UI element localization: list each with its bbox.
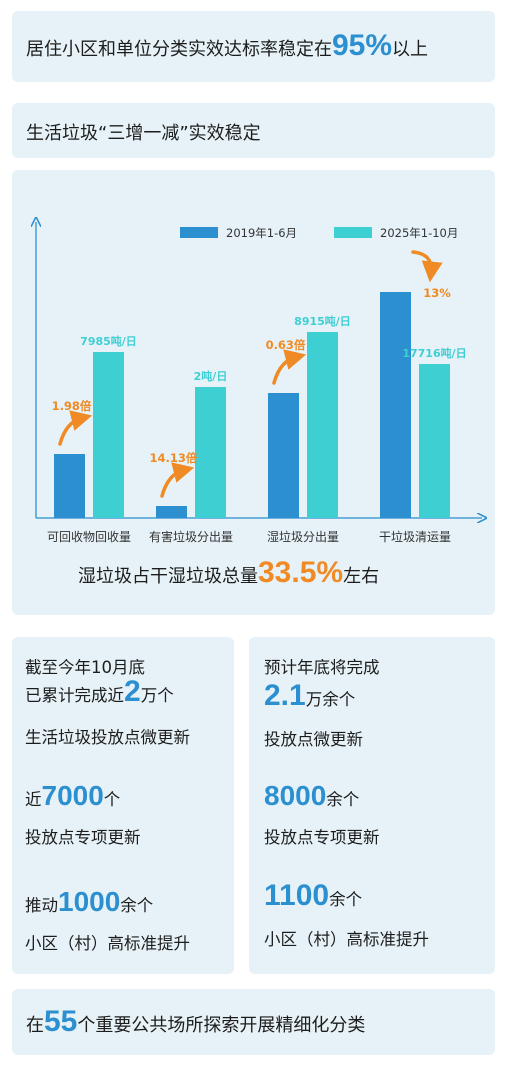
left-line4-prefix: 近	[25, 790, 42, 809]
up-arrow-icon-1	[162, 470, 184, 496]
left-line2-suffix: 万个	[141, 686, 174, 705]
category-label-0: 可回收物回收量	[47, 530, 131, 544]
summary-suffix: 左右	[343, 566, 379, 587]
down-arrow-icon-3	[413, 252, 431, 272]
left-line6: 推动1000余个	[25, 890, 153, 918]
legend: 2019年1-6月 2025年1-10月	[180, 226, 458, 240]
left-line7: 小区（村）高标准提升	[25, 932, 190, 956]
value-label-3: 17716吨/日	[402, 346, 466, 360]
bar-2019-1	[156, 506, 187, 518]
right-line2-suffix: 万余个	[306, 690, 356, 709]
legend-swatch-2019	[180, 227, 218, 238]
public-places-text: 在55个重要公共场所探索开展精细化分类	[26, 1005, 365, 1039]
bar-2025-2	[307, 332, 338, 518]
right-line4: 8000余个	[264, 784, 359, 812]
bar-2025-3	[419, 364, 450, 518]
right-line2-number: 2.1	[264, 679, 306, 712]
bar-2025-1	[195, 387, 226, 518]
up-arrow-icon-2	[274, 357, 296, 383]
value-label-0: 7985吨/日	[80, 334, 137, 348]
legend-label-2019: 2019年1-6月	[226, 226, 297, 240]
public-places-value: 55	[44, 1005, 77, 1038]
change-label-3: 13%	[423, 286, 451, 300]
chart-summary: 湿垃圾占干湿垃圾总量33.5%左右	[78, 556, 379, 590]
value-label-1: 2吨/日	[194, 369, 228, 383]
right-line3: 投放点微更新	[264, 728, 363, 752]
public-places-prefix: 在	[26, 1015, 44, 1036]
right-line6-suffix: 余个	[329, 890, 362, 909]
change-label-1: 14.13倍	[150, 451, 198, 465]
left-line6-suffix: 余个	[120, 896, 153, 915]
left-line2-prefix: 已累计完成近	[25, 686, 124, 705]
bar-2025-0	[93, 352, 124, 518]
change-label-2: 0.63倍	[266, 338, 306, 352]
left-line2-number: 2	[124, 675, 141, 708]
category-label-1: 有害垃圾分出量	[149, 529, 233, 544]
left-line2: 已累计完成近2万个	[25, 680, 174, 708]
bar-2019-0	[54, 454, 85, 518]
category-label-2: 湿垃圾分出量	[267, 529, 339, 544]
right-line1: 预计年底将完成	[264, 656, 380, 680]
category-label-3: 干垃圾清运量	[379, 529, 451, 544]
right-line6: 1100余个	[264, 884, 362, 912]
legend-swatch-2025	[334, 227, 372, 238]
right-line6-number: 1100	[264, 879, 329, 912]
left-line4-suffix: 个	[104, 790, 121, 809]
bar-2019-2	[268, 393, 299, 518]
bars	[54, 292, 450, 518]
summary-prefix: 湿垃圾占干湿垃圾总量	[78, 566, 258, 587]
left-line6-prefix: 推动	[25, 896, 58, 915]
summary-value: 33.5%	[258, 556, 343, 589]
left-line4: 近7000个	[25, 784, 120, 812]
banner-public-places: 在55个重要公共场所探索开展精细化分类	[12, 989, 495, 1055]
category-labels: 可回收物回收量 有害垃圾分出量 湿垃圾分出量 干垃圾清运量	[47, 529, 451, 544]
right-line4-suffix: 余个	[326, 790, 359, 809]
legend-label-2025: 2025年1-10月	[380, 226, 458, 240]
change-label-0: 1.98倍	[52, 399, 92, 413]
bar-2019-3	[380, 292, 411, 518]
right-line7: 小区（村）高标准提升	[264, 928, 429, 952]
public-places-suffix: 个重要公共场所探索开展精细化分类	[77, 1015, 365, 1036]
waste-bar-chart: 2019年1-6月 2025年1-10月 7985吨/日 2吨/日 8915吨/日 1…	[0, 0, 510, 620]
left-line4-number: 7000	[42, 780, 104, 811]
right-line2: 2.1万余个	[264, 684, 355, 712]
left-line3: 生活垃圾投放点微更新	[25, 726, 190, 750]
left-line6-number: 1000	[58, 886, 120, 917]
value-label-2: 8915吨/日	[294, 314, 351, 328]
left-line5: 投放点专项更新	[25, 826, 141, 850]
up-arrow-icon-0	[60, 418, 82, 444]
right-line5: 投放点专项更新	[264, 826, 380, 850]
right-line4-number: 8000	[264, 780, 326, 811]
